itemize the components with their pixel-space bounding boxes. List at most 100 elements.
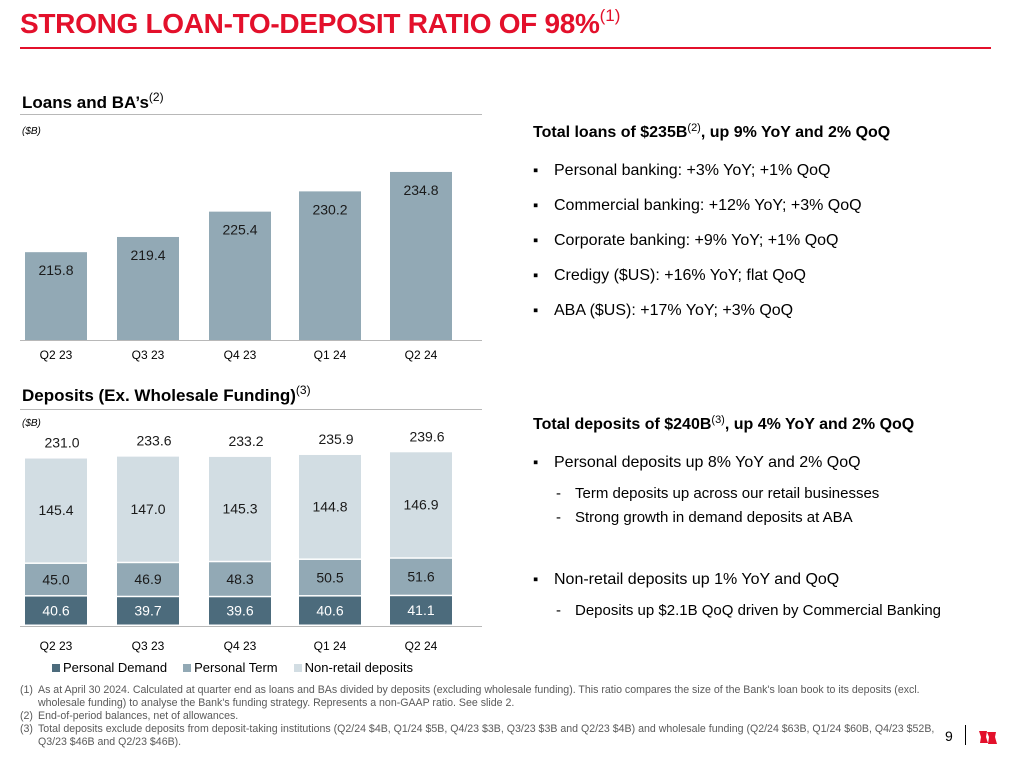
deposits-total-label-0: 231.0 <box>44 435 79 451</box>
deposits-title-note: (3) <box>295 383 311 397</box>
legend-swatch-non-retail <box>293 663 302 672</box>
deposits-heading-note: (3) <box>711 414 725 426</box>
loans-bar-2 <box>209 211 271 340</box>
deposits-bar-nonretail-0 <box>25 458 87 563</box>
loans-x-tick-1: Q3 23 <box>132 348 165 362</box>
deposits-nonretail-label-2: 145.3 <box>222 501 257 517</box>
loans-bullet-corporate: Corporate banking: +9% YoY; +1% QoQ <box>533 232 862 267</box>
deposits-bar-term-3 <box>299 559 361 596</box>
deposits-term-label-2: 48.3 <box>226 571 253 587</box>
loans-section-rule <box>20 114 482 115</box>
deposits-demand-label-3: 40.6 <box>316 602 343 618</box>
deposits-nonretail-subs: Deposits up $2.1B QoQ driven by Commerci… <box>554 602 941 626</box>
deposits-bar-demand-2 <box>209 597 271 625</box>
deposits-bar-nonretail-3 <box>299 454 361 559</box>
loans-value-label-2: 225.4 <box>222 222 257 238</box>
loans-heading-pre: Total loans of $235B <box>533 124 688 141</box>
deposits-bar-demand-3 <box>299 596 361 625</box>
loans-heading-note: (2) <box>687 122 701 134</box>
page-number-divider <box>965 725 966 745</box>
footnote-2-text: End-of-period balances, net of allowance… <box>38 710 239 722</box>
legend-swatch-demand <box>52 663 60 672</box>
loans-bullet-list: Personal banking: +3% YoY; +1% QoQ Comme… <box>533 162 862 337</box>
loans-bar-3 <box>299 191 361 340</box>
deposits-section-rule <box>20 409 482 410</box>
legend-personal-demand: Personal Demand <box>52 660 167 675</box>
loans-x-tick-2: Q4 23 <box>224 348 257 362</box>
loans-bar-4 <box>390 171 452 340</box>
deposits-summary-heading: Total deposits of $240B(3), up 4% YoY an… <box>533 414 914 434</box>
footnote-1: (1) As at April 30 2024. Calculated at qu… <box>20 684 945 710</box>
footnotes: (1) As at April 30 2024. Calculated at qu… <box>20 684 945 749</box>
deposits-term-label-0: 45.0 <box>42 571 69 587</box>
deposits-x-tick-3: Q1 24 <box>314 639 347 653</box>
deposits-term-label-4: 51.6 <box>407 568 434 584</box>
deposits-nonretail-label-0: 145.4 <box>38 502 73 518</box>
deposits-x-tick-0: Q2 23 <box>40 639 73 653</box>
deposits-bar-nonretail-1 <box>117 456 179 562</box>
deposits-bullet-personal-text: Personal deposits up 8% YoY and 2% QoQ <box>533 454 861 489</box>
footnote-3-text: Total deposits exclude deposits from dep… <box>38 723 935 748</box>
deposits-nonretail-label-4: 146.9 <box>403 497 438 513</box>
footnote-3-num: (3) <box>20 723 33 735</box>
deposits-x-tick-4: Q2 24 <box>405 639 438 653</box>
loans-bullet-credigy: Credigy ($US): +16% YoY; flat QoQ <box>533 267 862 302</box>
deposits-demand-label-1: 39.7 <box>134 603 161 619</box>
page-number: 9 <box>945 728 953 744</box>
bank-flag-logo-icon <box>979 731 997 744</box>
loans-value-label-1: 219.4 <box>130 247 165 263</box>
loans-summary-heading: Total loans of $235B(2), up 9% YoY and 2… <box>533 122 890 142</box>
footnote-2: (2) End-of-period balances, net of allowa… <box>20 710 945 723</box>
legend-swatch-term <box>183 663 192 672</box>
deposits-sub-aba: Strong growth in demand deposits at ABA <box>554 509 879 533</box>
deposits-nonretail-label-1: 147.0 <box>130 501 165 517</box>
deposits-x-tick-2: Q4 23 <box>224 639 257 653</box>
legend-label-demand: Personal Demand <box>63 660 168 675</box>
deposits-sub-term: Term deposits up across our retail busin… <box>554 485 879 509</box>
deposits-term-label-1: 46.9 <box>134 571 161 587</box>
footnote-3: (3) Total deposits exclude deposits from … <box>20 723 945 749</box>
deposits-nonretail-label-3: 144.8 <box>312 498 347 514</box>
deposits-bar-nonretail-2 <box>209 456 271 561</box>
legend-personal-term: Personal Term <box>183 660 278 675</box>
deposits-sub-commercial: Deposits up $2.1B QoQ driven by Commerci… <box>554 602 941 626</box>
deposits-bullet-personal: Personal deposits up 8% YoY and 2% QoQ <box>533 454 861 489</box>
page-title-text: STRONG LOAN-TO-DEPOSIT RATIO OF 98% <box>20 8 600 39</box>
loans-value-label-3: 230.2 <box>312 201 347 217</box>
loans-title-text: Loans and BA’s <box>22 93 149 112</box>
loans-bar-1 <box>117 236 179 340</box>
footnote-1-num: (1) <box>20 684 33 696</box>
deposits-term-label-3: 50.5 <box>316 569 343 585</box>
deposits-stacked-chart: 40.6 45.0 145.4 231.0 Q2 23 39.7 46.9 147.0 233.… <box>20 428 482 653</box>
deposits-personal-subs: Term deposits up across our retail busin… <box>554 485 879 533</box>
deposits-x-tick-1: Q3 23 <box>132 639 165 653</box>
deposits-bullet-nonretail: Non-retail deposits up 1% YoY and QoQ <box>533 571 839 606</box>
loans-section-title: Loans and BA’s(2) <box>22 90 164 113</box>
deposits-total-label-3: 235.9 <box>318 431 353 447</box>
footnote-1-text: As at April 30 2024. Calculated at quart… <box>38 684 920 709</box>
deposits-demand-label-0: 40.6 <box>42 602 69 618</box>
deposits-demand-label-4: 41.1 <box>407 602 434 618</box>
deposits-title-text: Deposits (Ex. Wholesale Funding) <box>22 386 296 405</box>
loans-heading-post: , up 9% YoY and 2% QoQ <box>700 124 891 141</box>
deposits-total-label-1: 233.6 <box>136 433 171 449</box>
loans-value-label-4: 234.8 <box>403 182 438 198</box>
loans-x-tick-3: Q1 24 <box>314 348 347 362</box>
loans-bullet-personal: Personal banking: +3% YoY; +1% QoQ <box>533 162 862 197</box>
loans-unit-label: ($B) <box>22 126 41 137</box>
deposits-section-title: Deposits (Ex. Wholesale Funding)(3) <box>22 383 311 406</box>
loans-x-tick-4: Q2 24 <box>405 348 438 362</box>
loans-bullet-aba: ABA ($US): +17% YoY; +3% QoQ <box>533 302 862 337</box>
deposits-bar-demand-1 <box>117 597 179 625</box>
deposits-total-label-2: 233.2 <box>228 433 263 449</box>
deposits-bar-term-0 <box>25 563 87 596</box>
legend-non-retail: Non-retail deposits <box>293 660 413 675</box>
page-title-note: (1) <box>599 6 621 25</box>
deposits-bar-term-2 <box>209 562 271 596</box>
loans-bullet-commercial: Commercial banking: +12% YoY; +3% QoQ <box>533 197 862 232</box>
page-title: STRONG LOAN-TO-DEPOSIT RATIO OF 98%(1) <box>20 6 620 40</box>
loans-x-tick-0: Q2 23 <box>40 348 73 362</box>
legend-label-term: Personal Term <box>194 660 278 675</box>
deposits-heading-pre: Total deposits of $240B <box>533 416 712 433</box>
loans-bar-chart: 215.8 Q2 23 219.4 Q3 23 225.4 Q4 23 230.2 Q1 24… <box>20 171 482 362</box>
